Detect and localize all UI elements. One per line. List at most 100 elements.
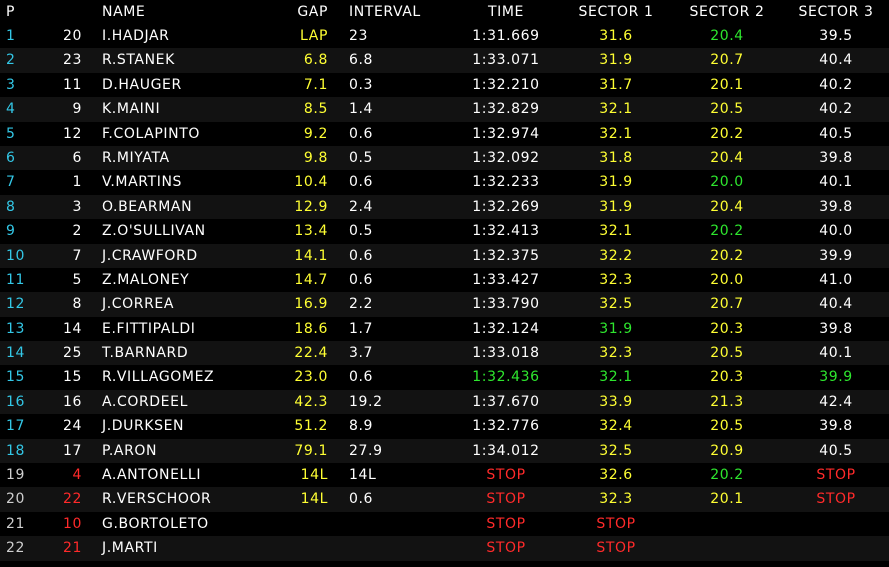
sector-1-cell: 31.8 [599,149,633,166]
table-row: 4 9 K.MAINI 8.5 1.4 1:32.829 32.1 20.5 40.2 [0,97,889,122]
header-sector-3: SECTOR 3 [798,4,874,20]
position-cell: 8 [6,198,16,215]
driver-name-cell: J.CRAWFORD [102,247,198,264]
gap-cell: 23.0 [294,369,328,386]
sector-2-cell: 20.4 [710,198,744,215]
gap-cell: 22.4 [294,345,328,362]
position-cell: 16 [6,393,26,410]
gap-cell: LAP [300,28,328,44]
position-cell: 11 [6,271,26,288]
lap-time-cell: 1:32.974 [472,125,540,142]
driver-name-cell: J.CORREA [102,296,175,313]
driver-name-cell: R.STANEK [102,52,175,69]
driver-name-cell: T.BARNARD [102,345,189,362]
header-sector-2: SECTOR 2 [689,4,765,20]
sector-1-cell: 32.4 [599,418,633,435]
position-cell: 1 [6,28,16,44]
driver-name-cell: V.MARTINS [102,174,183,191]
gap-cell: 18.6 [294,320,328,337]
lap-time-cell: 1:32.124 [472,320,540,337]
table-row: 1 20 I.HADJAR LAP 23 1:31.669 31.6 20.4 39.5 [0,24,889,49]
car-number-cell: 16 [62,393,82,410]
header-pos: P [6,4,16,20]
sector-2-cell: 20.5 [710,418,744,435]
sector-2-cell: 20.3 [710,320,744,337]
position-cell: 9 [6,223,16,240]
gap-cell: 14.1 [294,247,328,264]
table-row: 17 24 J.DURKSEN 51.2 8.9 1:32.776 32.4 20.5 39.8 [0,414,889,439]
header-time: TIME [487,4,524,20]
table-row: 13 14 E.FITTIPALDI 18.6 1.7 1:32.124 31.9 20.3 3… [0,316,889,342]
gap-cell: 79.1 [294,442,328,459]
sector-2-cell: 20.2 [710,247,744,264]
sector-3-cell: 39.9 [819,247,853,264]
gap-cell: 6.8 [303,52,328,69]
interval-cell: 3.7 [349,345,374,362]
lap-time-cell: 1:32.269 [472,198,540,215]
sector-2-cell: 20.9 [710,442,744,459]
lap-time-cell: 1:32.210 [472,76,540,93]
sector-3-cell: 39.5 [819,28,853,44]
sector-1-cell: 32.1 [599,101,633,118]
sector-1-cell: 32.1 [599,369,633,386]
position-cell: 10 [6,247,26,264]
gap-cell: 14.7 [294,271,328,288]
position-cell: 3 [6,76,16,93]
header-name: NAME [102,4,146,20]
lap-time-cell: STOP [486,515,526,532]
lap-time-cell: 1:32.375 [472,247,540,264]
position-cell: 14 [6,345,26,362]
header-sector-1: SECTOR 1 [578,4,654,20]
lap-time-cell: 1:34.012 [472,442,540,459]
car-number-cell: 24 [62,418,82,435]
position-cell: 6 [6,149,16,166]
position-cell: 15 [6,369,26,386]
driver-name-cell: K.MAINI [102,101,161,118]
table-row: 2 23 R.STANEK 6.8 6.8 1:33.071 31.9 20.7 40.4 [0,48,889,73]
sector-3-cell: 40.5 [819,442,853,459]
sector-1-cell: 32.3 [599,491,633,508]
sector-1-cell: 32.1 [599,125,633,142]
table-row: 11 5 Z.MALONEY 14.7 0.6 1:33.427 32.3 20.0 41.0 [0,267,889,293]
interval-cell: 0.5 [349,149,374,166]
sector-2-cell: 20.2 [710,223,744,240]
timing-rows: 1 20 I.HADJAR LAP 23 1:31.669 31.6 20.4 39.5 2 23 R… [0,24,889,561]
car-number-cell: 12 [62,125,82,142]
lap-time-cell: STOP [486,540,526,557]
driver-name-cell: D.HAUGER [102,76,182,93]
sector-2-cell: 20.2 [710,467,744,484]
driver-name-cell: Z.O'SULLIVAN [102,223,206,240]
sector-2-cell: 20.3 [710,369,744,386]
sector-3-cell: 39.9 [819,369,853,386]
lap-time-cell: STOP [486,491,526,508]
sector-1-cell: 32.6 [599,467,633,484]
lap-time-cell: 1:33.071 [472,52,540,69]
position-cell: 2 [6,52,16,69]
interval-cell: 0.6 [349,271,374,288]
interval-cell: 6.8 [349,52,374,69]
position-cell: 4 [6,101,16,118]
gap-cell: 13.4 [294,223,328,240]
sector-3-cell: 39.8 [819,320,853,337]
driver-name-cell: R.MIYATA [102,149,170,166]
car-number-cell: 8 [72,296,82,313]
driver-name-cell: J.DURKSEN [102,418,185,435]
driver-name-cell: A.CORDEEL [102,393,188,410]
gap-cell: 16.9 [294,296,328,313]
table-row: 16 16 A.CORDEEL 42.3 19.2 1:37.670 33.9 21.3 42.… [0,389,889,415]
sector-3-cell: 40.2 [819,76,853,93]
car-number-cell: 7 [72,247,82,264]
position-cell: 21 [6,515,26,532]
gap-cell: 14L [300,491,328,508]
car-number-cell: 15 [62,369,82,386]
interval-cell: 2.2 [349,296,374,313]
sector-3-cell: 40.5 [819,125,853,142]
position-cell: 5 [6,125,16,142]
interval-cell: 0.6 [349,174,374,191]
lap-time-cell: 1:31.669 [472,28,540,44]
sector-1-cell: 32.5 [599,296,633,313]
car-number-cell: 21 [62,540,82,557]
interval-cell: 14L [349,467,377,484]
sector-2-cell: 20.5 [710,101,744,118]
